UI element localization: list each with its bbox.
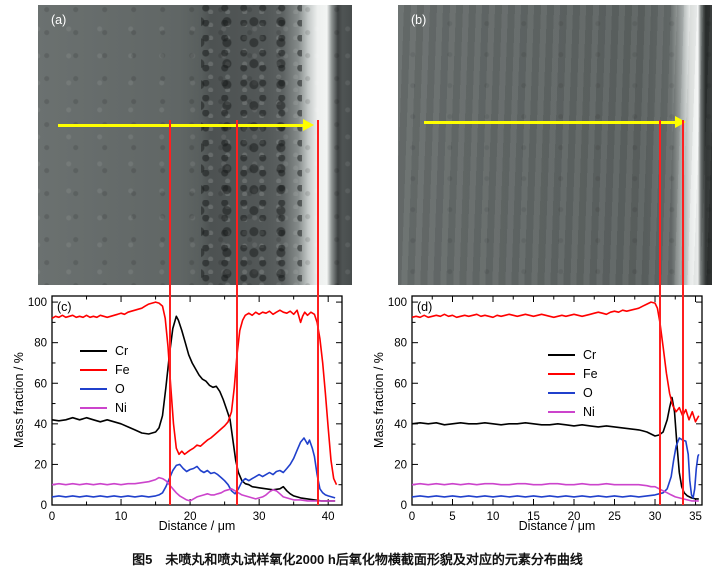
y-tick-label: 40 <box>394 419 407 431</box>
x-axis-label-c: Distance / μm <box>158 519 236 533</box>
y-tick-label: 20 <box>394 459 407 471</box>
arrow-shaft <box>424 121 677 124</box>
x-tick-label: 0 <box>49 511 55 523</box>
y-tick-label: 40 <box>34 419 47 431</box>
marker-line <box>681 120 684 505</box>
legend-line-sample <box>548 373 575 375</box>
x-tick-label: 20 <box>568 511 581 523</box>
legend-line-sample <box>80 407 107 409</box>
legend-line-sample <box>548 392 575 394</box>
x-tick-label: 20 <box>184 511 197 523</box>
series-line-O <box>51 437 336 499</box>
x-tick-label: 10 <box>115 511 128 523</box>
marker-line <box>317 120 320 505</box>
x-tick-label: 5 <box>449 511 455 523</box>
x-tick-label: 35 <box>689 511 702 523</box>
plot-svg-d: 0 5 10 15 20 25 30 35 0 20 40 60 80 100 <box>388 295 703 523</box>
chart-d: (d) Mass fraction / % 0 5 10 15 20 25 30 35 0 20 4… <box>370 288 710 538</box>
legend-label: O <box>115 382 125 396</box>
legend-label: O <box>583 386 593 400</box>
legend-d: Cr Fe O Ni <box>548 348 598 419</box>
series-line-Cr <box>51 315 336 502</box>
y-tick-label: 20 <box>34 459 47 471</box>
legend-line-sample <box>80 350 107 352</box>
legend-line-sample <box>80 388 107 390</box>
y-tick-label: 80 <box>394 338 407 350</box>
panel-label-a: (a) <box>51 13 67 27</box>
oxide-scale-texture <box>201 5 302 285</box>
arrow-shaft <box>58 124 305 127</box>
series-line-Fe <box>51 301 338 486</box>
sem-micrograph-a: (a) <box>38 5 352 285</box>
legend-label: Cr <box>115 344 129 358</box>
marker-line <box>169 120 172 505</box>
plot-frame <box>51 295 343 506</box>
series-line-Fe <box>411 301 700 423</box>
marker-line <box>659 120 662 505</box>
y-tick-label: 100 <box>388 297 407 309</box>
x-tick-label: 30 <box>649 511 662 523</box>
plot-frame <box>411 295 703 506</box>
y-tick-label: 60 <box>394 378 407 390</box>
legend-label: Cr <box>583 348 597 362</box>
y-tick-label: 100 <box>28 297 47 309</box>
chart-c: (c) Mass fraction / % 0 10 20 30 40 0 20 40 60 80… <box>10 288 350 538</box>
x-tick-label: 30 <box>253 511 266 523</box>
legend-label: Ni <box>115 401 127 415</box>
legend-entry-O: O <box>548 386 598 400</box>
plot-svg-c: 0 10 20 30 40 0 20 40 60 80 100 <box>28 295 343 523</box>
y-tick-label: 0 <box>41 500 47 512</box>
sem-micrograph-b: (b) <box>398 5 712 285</box>
x-tick-label: 15 <box>527 511 540 523</box>
panel-label-b: (b) <box>411 13 427 27</box>
y-tick-label: 80 <box>34 338 47 350</box>
y-tick-label: 0 <box>401 500 407 512</box>
legend-entry-Ni: Ni <box>548 405 598 419</box>
legend-c: Cr Fe O Ni <box>80 344 130 415</box>
legend-entry-Fe: Fe <box>548 367 598 381</box>
y-tick-label: 60 <box>34 378 47 390</box>
panel-label-d: (d) <box>417 300 433 314</box>
legend-entry-O: O <box>80 382 130 396</box>
marker-line <box>236 120 239 505</box>
linescan-arrow-b <box>424 116 686 129</box>
legend-label: Ni <box>583 405 595 419</box>
linescan-arrow-a <box>58 119 314 132</box>
series-line-O <box>411 437 700 499</box>
legend-line-sample <box>548 354 575 356</box>
series-line-Ni <box>51 476 336 502</box>
arrow-head-icon <box>303 119 314 131</box>
series-line-Ni <box>411 482 699 502</box>
series-line-Cr <box>411 396 699 500</box>
legend-label: Fe <box>583 367 598 381</box>
x-tick-label: 25 <box>608 511 621 523</box>
legend-entry-Cr: Cr <box>80 344 130 358</box>
x-tick-label: 10 <box>487 511 500 523</box>
legend-line-sample <box>80 369 107 371</box>
x-axis-label-d: Distance / μm <box>518 519 596 533</box>
x-tick-label: 0 <box>409 511 415 523</box>
x-tick-label: 40 <box>322 511 335 523</box>
legend-entry-Ni: Ni <box>80 401 130 415</box>
arrow-head-icon <box>675 116 686 128</box>
panel-label-c: (c) <box>57 300 72 314</box>
legend-label: Fe <box>115 363 130 377</box>
legend-entry-Fe: Fe <box>80 363 130 377</box>
legend-line-sample <box>548 411 575 413</box>
legend-entry-Cr: Cr <box>548 348 598 362</box>
figure-caption: 图5 未喷丸和喷丸试样氧化2000 h后氧化物横截面形貌及对应的元素分布曲线 <box>132 552 583 567</box>
